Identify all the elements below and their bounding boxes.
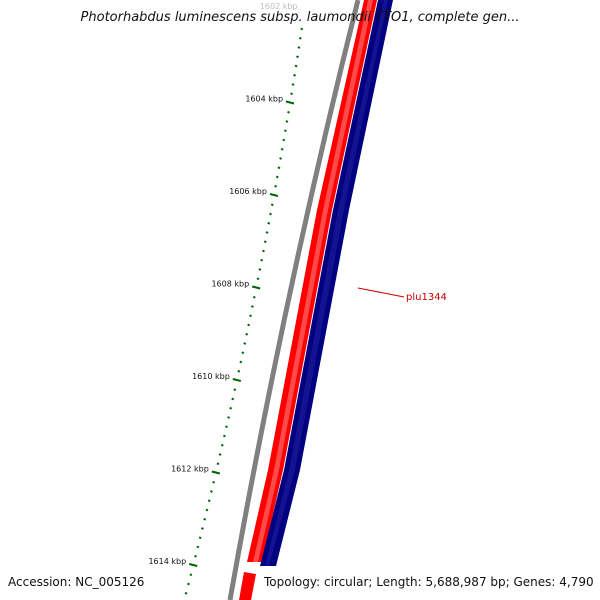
minor-tick	[282, 138, 286, 142]
major-tick-label: 1614 kbp	[148, 557, 186, 566]
minor-tick	[296, 55, 299, 59]
minor-tick	[262, 249, 265, 253]
major-tick-mark	[285, 100, 295, 105]
minor-tick	[243, 342, 247, 345]
minor-tick	[239, 360, 243, 364]
minor-tick	[256, 277, 260, 281]
minor-tick	[247, 323, 251, 327]
major-tick-mark	[232, 378, 242, 382]
minor-tick	[258, 268, 262, 271]
minor-tick	[189, 573, 193, 577]
minor-tick	[233, 388, 237, 392]
minor-tick	[300, 27, 304, 31]
forward-strand-feature[interactable]	[239, 0, 377, 600]
major-tick: 1608 kbp	[211, 280, 261, 290]
major-tick: 1602 kbp	[260, 2, 298, 11]
major-tick: 1606 kbp	[229, 187, 279, 197]
minor-tick	[294, 64, 298, 68]
minor-tick	[250, 305, 254, 308]
minor-tick	[227, 416, 231, 419]
minor-tick	[184, 591, 188, 595]
minor-tick	[229, 406, 233, 410]
feature-label-plu1344[interactable]: plu1344	[406, 292, 447, 303]
minor-tick	[260, 258, 264, 262]
major-tick-label: 1612 kbp	[171, 465, 209, 474]
minor-tick	[293, 73, 297, 77]
major-tick-mark	[269, 193, 279, 197]
minor-tick	[263, 240, 267, 244]
major-tick: 1612 kbp	[171, 465, 221, 475]
minor-tick	[207, 499, 211, 503]
minor-tick	[220, 443, 224, 447]
minor-tick	[270, 203, 274, 207]
minor-tick	[279, 157, 283, 160]
minor-tick	[245, 332, 249, 336]
minor-tick	[290, 92, 294, 96]
major-ticks: 1602 kbp 1604 kbp 1606 kbp 1608 kbp 1610 kbp…	[148, 2, 298, 567]
minor-tick	[203, 517, 207, 521]
major-tick-mark	[251, 285, 261, 290]
minor-tick	[225, 425, 228, 429]
minor-tick	[231, 397, 235, 401]
major-tick: 1604 kbp	[245, 95, 295, 105]
minor-tick	[265, 231, 269, 234]
minor-tick	[216, 462, 220, 466]
minor-tick	[241, 351, 245, 355]
minor-ticks	[184, 27, 304, 595]
callout-line	[357, 287, 405, 298]
minor-tick	[212, 480, 216, 484]
reverse-strand-feature[interactable]	[260, 0, 393, 566]
minor-tick	[287, 110, 290, 114]
minor-tick	[275, 175, 279, 179]
minor-tick	[218, 453, 222, 456]
feature-callout[interactable]: plu1344	[357, 287, 447, 303]
minor-tick	[291, 83, 295, 86]
minor-tick	[297, 46, 301, 49]
accession-text: Accession: NC_005126	[8, 575, 145, 589]
minor-tick	[280, 147, 284, 151]
minor-tick	[187, 582, 190, 586]
minor-tick	[267, 221, 271, 225]
minor-tick	[194, 554, 197, 558]
minor-tick	[277, 166, 281, 170]
minor-tick	[283, 129, 287, 133]
minor-tick	[200, 527, 204, 530]
backbone-ring	[227, 0, 361, 600]
major-tick-mark	[211, 470, 221, 475]
major-tick: 1610 kbp	[192, 372, 242, 382]
minor-tick	[274, 184, 278, 188]
minor-tick	[237, 369, 241, 373]
major-tick-label: 1608 kbp	[211, 280, 249, 289]
topology-text: Topology: circular; Length: 5,688,987 bp…	[262, 575, 594, 589]
minor-tick	[205, 508, 209, 512]
minor-tick	[252, 295, 256, 299]
minor-tick	[285, 120, 289, 123]
minor-tick	[198, 536, 202, 540]
major-tick-label: 1606 kbp	[229, 187, 267, 196]
minor-tick	[269, 212, 272, 216]
minor-tick	[222, 434, 226, 438]
minor-tick	[209, 490, 213, 493]
major-tick-label: 1610 kbp	[192, 372, 230, 381]
major-tick: 1614 kbp	[148, 557, 198, 567]
major-tick-mark	[188, 563, 198, 567]
minor-tick	[196, 545, 200, 549]
major-tick-label: 1602 kbp	[260, 2, 298, 11]
minor-tick	[298, 36, 302, 40]
map-title: Photorhabdus luminescens subsp. laumondi…	[80, 10, 520, 25]
major-tick-label: 1604 kbp	[245, 95, 283, 104]
minor-tick	[249, 314, 252, 318]
